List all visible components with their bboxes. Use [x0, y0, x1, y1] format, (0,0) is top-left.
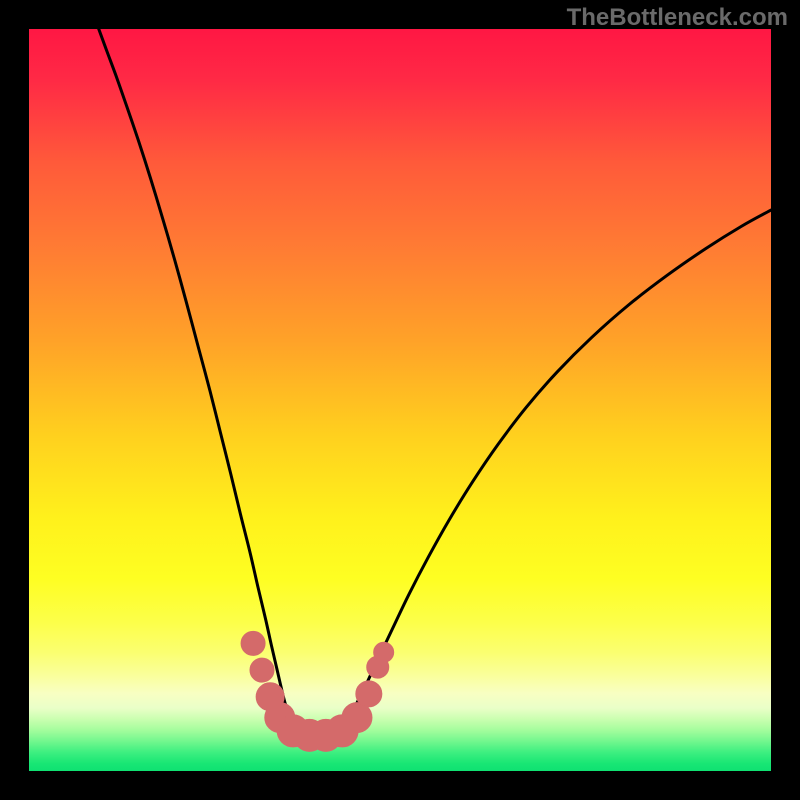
left-curve: [99, 29, 298, 729]
trough-marker: [356, 681, 382, 707]
chart-frame: TheBottleneck.com: [0, 0, 800, 800]
watermark-text: TheBottleneck.com: [567, 4, 788, 32]
plot-area: [29, 29, 771, 771]
trough-marker: [241, 631, 265, 655]
right-curve: [339, 210, 771, 729]
curves-layer: [29, 29, 771, 771]
trough-marker: [250, 658, 274, 682]
trough-marker: [374, 642, 394, 662]
